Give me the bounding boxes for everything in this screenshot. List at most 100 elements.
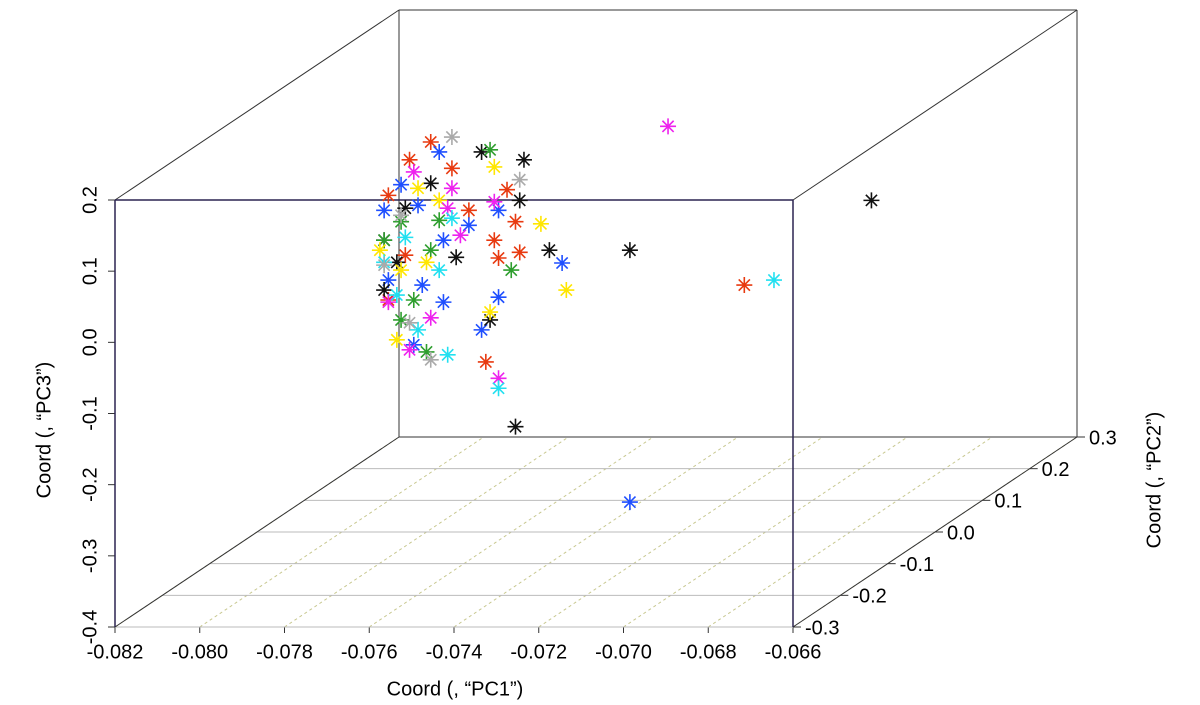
point xyxy=(473,321,490,338)
y-tick-label: -0.2 xyxy=(852,586,886,608)
point xyxy=(507,213,524,230)
point xyxy=(422,134,439,151)
point xyxy=(490,202,507,219)
point xyxy=(397,229,414,246)
box-edge xyxy=(792,436,1078,628)
x-axis-label: Coord (, “PC1”) xyxy=(387,678,524,700)
point xyxy=(554,254,571,271)
point xyxy=(431,212,448,229)
y-axis-label: Coord (, “PC2”) xyxy=(1143,412,1165,549)
point xyxy=(393,207,410,224)
point xyxy=(418,254,435,271)
point xyxy=(376,202,393,219)
point xyxy=(511,244,528,261)
point xyxy=(443,210,460,227)
x-tick-label: -0.074 xyxy=(426,641,483,663)
z-tick-label: -0.1 xyxy=(79,396,101,430)
point xyxy=(388,254,405,271)
x-tick-label: -0.068 xyxy=(680,641,737,663)
point xyxy=(418,343,435,360)
point xyxy=(380,187,397,204)
x-tick-label: -0.072 xyxy=(510,641,567,663)
point xyxy=(541,242,558,259)
point xyxy=(376,282,393,299)
point xyxy=(414,277,431,294)
box-edge xyxy=(114,9,400,201)
point xyxy=(507,418,524,435)
point xyxy=(621,242,638,259)
point xyxy=(460,202,477,219)
point xyxy=(422,309,439,326)
point xyxy=(490,380,507,397)
point xyxy=(486,232,503,249)
z-tick-label: -0.4 xyxy=(79,610,101,644)
point xyxy=(405,291,422,308)
point xyxy=(448,249,465,266)
point xyxy=(621,494,638,511)
x-tick-label: -0.082 xyxy=(87,641,144,663)
point xyxy=(431,262,448,279)
y-tick-label: -0.1 xyxy=(900,554,934,576)
point xyxy=(482,304,499,321)
box-edge xyxy=(114,436,400,628)
point xyxy=(388,287,405,304)
point xyxy=(410,321,427,338)
box-edge xyxy=(792,9,1078,201)
point xyxy=(486,193,503,210)
point xyxy=(401,341,418,358)
point xyxy=(452,227,469,244)
point xyxy=(765,272,782,289)
point xyxy=(410,180,427,197)
y-tick-label: -0.3 xyxy=(805,617,839,639)
z-tick-label: -0.3 xyxy=(79,539,101,573)
point xyxy=(397,247,414,264)
point xyxy=(376,257,393,274)
point xyxy=(482,141,499,158)
point xyxy=(380,294,397,311)
point xyxy=(431,143,448,160)
point xyxy=(558,282,575,299)
point xyxy=(660,118,677,135)
point xyxy=(439,200,456,217)
x-tick-label: -0.070 xyxy=(595,641,652,663)
point xyxy=(863,192,880,209)
point xyxy=(511,192,528,209)
point xyxy=(439,346,456,363)
point xyxy=(405,163,422,180)
point xyxy=(397,200,414,217)
z-tick-label: 0.0 xyxy=(79,328,101,356)
point xyxy=(431,192,448,209)
point xyxy=(499,181,516,198)
point xyxy=(393,311,410,328)
x-tick-label: -0.076 xyxy=(341,641,398,663)
point xyxy=(443,180,460,197)
point xyxy=(515,151,532,168)
point xyxy=(410,197,427,214)
point xyxy=(490,250,507,267)
z-tick-label: 0.2 xyxy=(79,186,101,214)
point xyxy=(393,176,410,193)
grid xyxy=(108,199,1085,633)
x-tick-label: -0.080 xyxy=(171,641,228,663)
point xyxy=(422,175,439,192)
y-tick-label: 0.0 xyxy=(947,522,975,544)
y-tick-label: 0.1 xyxy=(994,491,1022,513)
point xyxy=(371,242,388,259)
point xyxy=(443,129,460,146)
point xyxy=(401,151,418,168)
x-tick-label: -0.078 xyxy=(256,641,313,663)
point xyxy=(401,314,418,331)
point xyxy=(388,331,405,348)
box xyxy=(114,9,1078,628)
point xyxy=(473,143,490,160)
point xyxy=(393,262,410,279)
z-tick-label: -0.2 xyxy=(79,467,101,501)
y-tick-label: 0.2 xyxy=(1042,459,1070,481)
point xyxy=(511,171,528,188)
point xyxy=(435,232,452,249)
point xyxy=(443,160,460,177)
point xyxy=(490,289,507,306)
x-tick-label: -0.066 xyxy=(765,641,822,663)
